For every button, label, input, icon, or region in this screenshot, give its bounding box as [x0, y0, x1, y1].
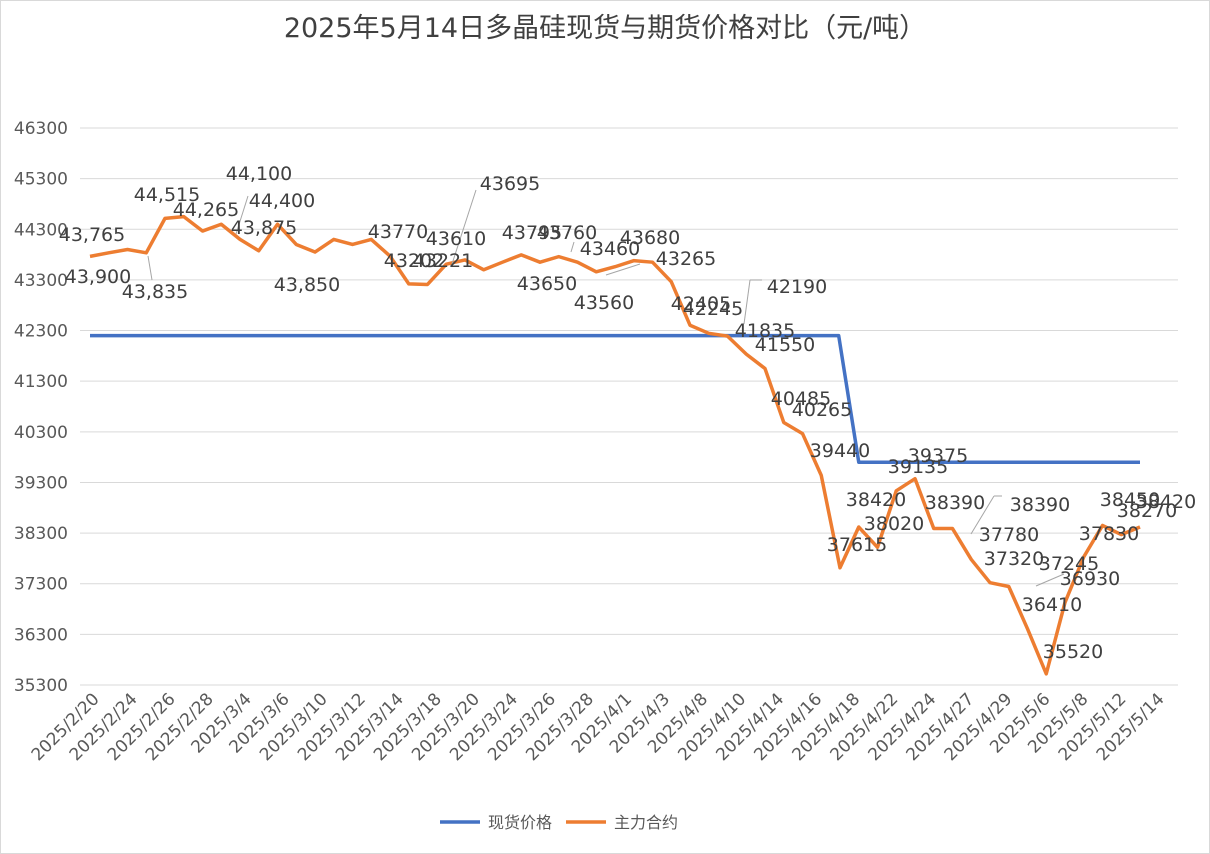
label-leader-lines — [147, 189, 1065, 587]
data-label: 37780 — [979, 524, 1039, 546]
data-label: 44,100 — [226, 163, 292, 185]
leader-line — [743, 279, 751, 325]
data-label: 37245 — [1039, 553, 1099, 575]
data-label: 38270 — [1117, 500, 1177, 522]
data-label: 38420 — [1136, 491, 1196, 513]
data-label: 43,900 — [65, 266, 131, 288]
y-tick-label: 39300 — [14, 473, 68, 493]
leader-line — [570, 241, 575, 253]
data-label: 43610 — [426, 228, 486, 250]
data-label: 37615 — [827, 534, 887, 556]
data-label: 42190 — [767, 276, 827, 298]
data-label: 43560 — [574, 292, 634, 314]
y-tick-label: 43300 — [14, 271, 68, 291]
data-label: 39375 — [908, 445, 968, 467]
data-label: 41835 — [735, 320, 795, 342]
y-tick-label: 35300 — [14, 676, 68, 696]
y-tick-label: 38300 — [14, 524, 68, 544]
data-label: 43770 — [368, 221, 428, 243]
data-label: 44,265 — [173, 199, 239, 221]
data-label: 38020 — [864, 513, 924, 535]
data-label: 43460 — [580, 238, 640, 260]
data-label: 43,850 — [274, 274, 340, 296]
data-label: 37830 — [1079, 523, 1139, 545]
data-label: 39440 — [810, 440, 870, 462]
leader-line — [605, 263, 641, 276]
y-tick-label: 46300 — [14, 119, 68, 139]
data-label: 42405 — [671, 293, 731, 315]
y-tick-label: 45300 — [14, 170, 68, 190]
y-tick-label: 37300 — [14, 575, 68, 595]
data-label: 38420 — [846, 489, 906, 511]
data-label: 40485 — [771, 388, 831, 410]
data-label: 43,875 — [231, 217, 297, 239]
data-label: 36410 — [1022, 594, 1082, 616]
data-label: 38450 — [1100, 489, 1160, 511]
leader-line — [235, 195, 249, 235]
data-label: 36930 — [1060, 568, 1120, 590]
data-label: 37320 — [984, 548, 1044, 570]
data-label: 43680 — [620, 227, 680, 249]
data-label: 43760 — [537, 222, 597, 244]
leader-line — [147, 255, 153, 281]
y-tick-label: 44300 — [14, 220, 68, 240]
leader-line — [451, 189, 477, 265]
data-label: 43,835 — [122, 281, 188, 303]
data-label: 42245 — [683, 298, 743, 320]
y-tick-label: 40300 — [14, 423, 68, 443]
data-label: 43,765 — [59, 224, 125, 246]
data-label: 44,515 — [134, 184, 200, 206]
legend-label: 现货价格 — [488, 813, 552, 832]
y-axis-ticks: 35300 36300 37300 38300 39300 40300 41300 42300… — [14, 119, 68, 696]
y-tick-label: 41300 — [14, 372, 68, 392]
gridlines — [80, 127, 1178, 686]
data-label: 39135 — [888, 456, 948, 478]
data-label: 44,400 — [249, 190, 315, 212]
data-label: 43265 — [656, 248, 716, 270]
data-label: 43202 — [384, 250, 444, 272]
data-label: 40265 — [792, 399, 852, 421]
y-tick-label: 36300 — [14, 625, 68, 645]
legend-label: 主力合约 — [614, 813, 678, 832]
series-line-spot-price — [90, 333, 1140, 464]
data-label: 35520 — [1043, 641, 1103, 663]
x-axis-ticks: 2025/2/202025/2/242025/2/262025/2/282025… — [28, 689, 1169, 765]
series-lines — [89, 214, 1141, 676]
data-label: 38390 — [1010, 494, 1070, 516]
leader-line — [970, 495, 995, 535]
data-label: 38390 — [925, 492, 985, 514]
series-line-main-contract — [89, 214, 1141, 676]
data-label: 41550 — [755, 334, 815, 356]
data-label: 43650 — [517, 273, 577, 295]
data-label: 43795 — [502, 222, 562, 244]
chart-title: 2025年5月14日多晶硅现货与期货价格对比（元/吨） — [283, 13, 927, 44]
data-label: 43221 — [413, 250, 473, 272]
y-tick-label: 42300 — [14, 322, 68, 342]
leader-line — [1035, 573, 1065, 587]
legend: 现货价格 主力合约 — [440, 813, 678, 832]
data-label: 43695 — [480, 173, 540, 195]
